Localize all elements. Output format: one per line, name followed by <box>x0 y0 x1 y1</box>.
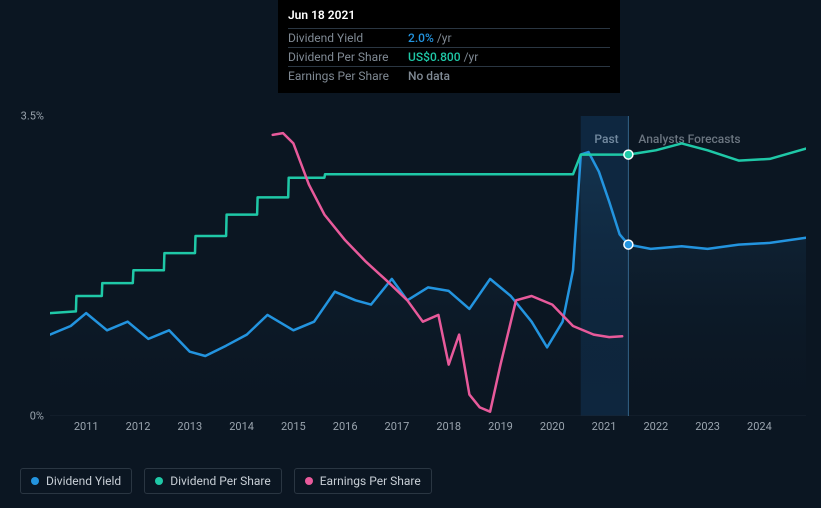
x-tick: 2020 <box>540 420 565 433</box>
x-axis: 2011 2012 2013 2014 2015 2016 2017 2018 2019 2020… <box>50 420 806 440</box>
x-tick: 2013 <box>177 420 202 433</box>
legend-label: Dividend Yield <box>46 474 121 488</box>
y-tick-max: 3.5% <box>21 110 44 123</box>
legend-item[interactable]: Dividend Yield <box>20 468 132 494</box>
x-tick: 2016 <box>333 420 358 433</box>
x-tick: 2019 <box>488 420 513 433</box>
x-tick: 2011 <box>74 420 99 433</box>
x-tick: 2015 <box>281 420 306 433</box>
plot-area[interactable] <box>50 116 806 416</box>
x-tick: 2021 <box>592 420 617 433</box>
tooltip-row-suffix: /yr <box>464 50 479 64</box>
tooltip-row-value: 2.0% <box>408 31 434 45</box>
x-tick: 2023 <box>695 420 720 433</box>
legend-dot-icon <box>305 477 313 485</box>
y-tick-min: 0% <box>30 410 44 423</box>
tooltip-row-value: No data <box>408 69 450 83</box>
legend: Dividend Yield Dividend Per Share Earnings… <box>20 468 432 494</box>
tooltip-date: Jun 18 2021 <box>288 8 610 22</box>
tooltip-row: Dividend Per ShareUS$0.800/yr <box>288 47 610 66</box>
tooltip-row-label: Dividend Yield <box>288 31 408 45</box>
x-tick: 2017 <box>385 420 410 433</box>
legend-item[interactable]: Earnings Per Share <box>294 468 432 494</box>
tooltip-row: Dividend Yield2.0%/yr <box>288 28 610 47</box>
tooltip-row-label: Earnings Per Share <box>288 69 408 83</box>
tooltip-row-label: Dividend Per Share <box>288 50 408 64</box>
legend-dot-icon <box>31 477 39 485</box>
legend-item[interactable]: Dividend Per Share <box>144 468 282 494</box>
x-tick: 2024 <box>747 420 772 433</box>
tooltip-row: Earnings Per ShareNo data <box>288 66 610 85</box>
y-axis: 3.5% 0% <box>0 98 50 458</box>
x-tick: 2022 <box>643 420 668 433</box>
tooltip-row-value: US$0.800 <box>408 50 461 64</box>
x-tick: 2018 <box>436 420 461 433</box>
legend-label: Dividend Per Share <box>170 474 271 488</box>
dividend-chart: 3.5% 0% Past Analysts Forecasts 20112012… <box>0 98 821 458</box>
x-tick: 2014 <box>229 420 254 433</box>
legend-label: Earnings Per Share <box>320 474 421 488</box>
x-tick: 2012 <box>126 420 151 433</box>
hover-tooltip: Jun 18 2021 Dividend Yield2.0%/yrDividen… <box>278 0 620 93</box>
tooltip-row-suffix: /yr <box>437 31 452 45</box>
legend-dot-icon <box>155 477 163 485</box>
